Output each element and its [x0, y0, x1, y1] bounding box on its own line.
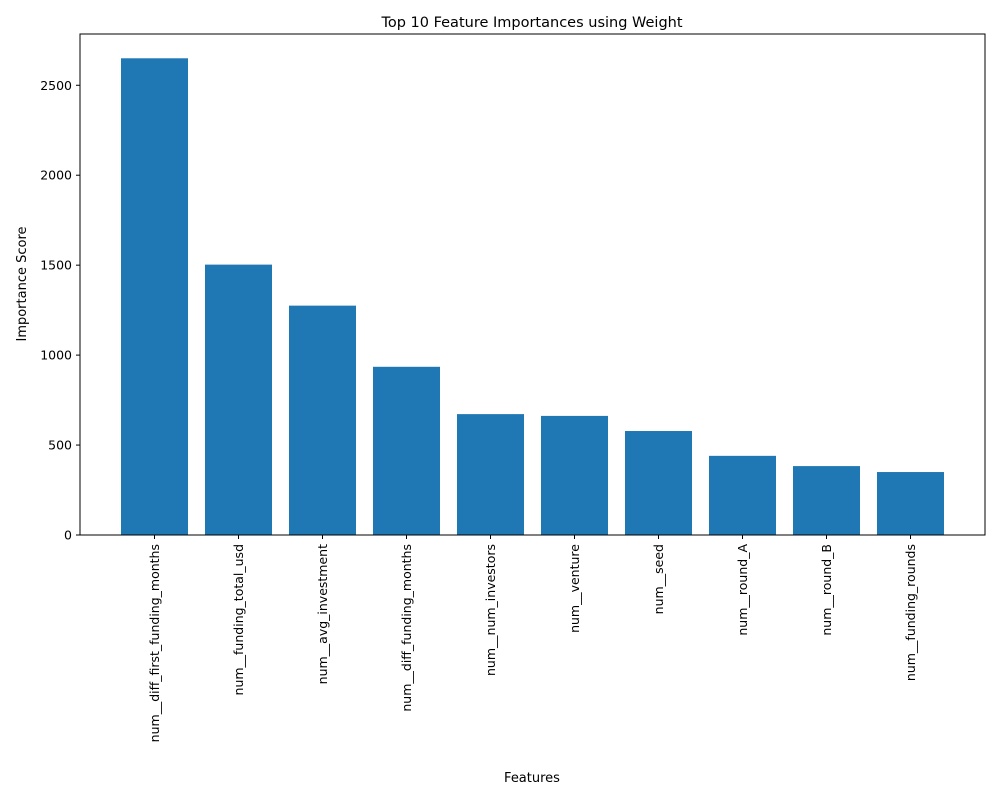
x-tick-label: num__round_A: [735, 544, 750, 636]
x-tick-label: num__venture: [567, 544, 582, 633]
y-axis-label: Importance Score: [15, 226, 30, 341]
bar-num-round-A: [709, 455, 776, 535]
x-tick-label: num__diff_first_funding_months: [147, 544, 162, 742]
bar-series: [121, 58, 944, 535]
bar-num-funding-total-usd: [205, 264, 272, 535]
x-tick-label: num__funding_rounds: [903, 544, 918, 681]
plot-area-frame: [79, 33, 986, 536]
x-tick-label: num__diff_funding_months: [399, 544, 414, 712]
x-tick-label: num__num_investors: [483, 544, 498, 676]
bar-num-avg-investment: [289, 305, 356, 535]
bar-num-round-B: [793, 466, 860, 535]
x-tick-label: num__funding_total_usd: [231, 544, 246, 695]
y-tick-label: 1500: [40, 258, 72, 273]
x-axis-label: Features: [504, 771, 560, 786]
x-tick-label: num__seed: [651, 544, 666, 614]
bar-num-seed: [625, 431, 692, 535]
bar-num-diff-funding-months: [373, 366, 440, 535]
y-tick-label: 2000: [40, 168, 72, 183]
y-tick-label: 1000: [40, 348, 72, 363]
x-axis: num__diff_first_funding_months num__fundi…: [147, 535, 918, 742]
y-axis: 0 500 1000 1500 2000 2500: [40, 78, 80, 543]
bar-num-diff-first-funding-months: [121, 58, 188, 535]
x-tick-label: num__round_B: [819, 544, 834, 636]
chart-title: Top 10 Feature Importances using Weight: [380, 15, 682, 31]
x-tick-label: num__avg_investment: [315, 544, 330, 684]
y-tick-label: 500: [48, 438, 72, 453]
bar-num-funding-rounds: [877, 472, 944, 535]
bar-num-num-investors: [457, 414, 524, 535]
y-tick-label: 0: [64, 528, 72, 543]
y-tick-label: 2500: [40, 78, 72, 93]
bar-num-venture: [541, 415, 608, 535]
